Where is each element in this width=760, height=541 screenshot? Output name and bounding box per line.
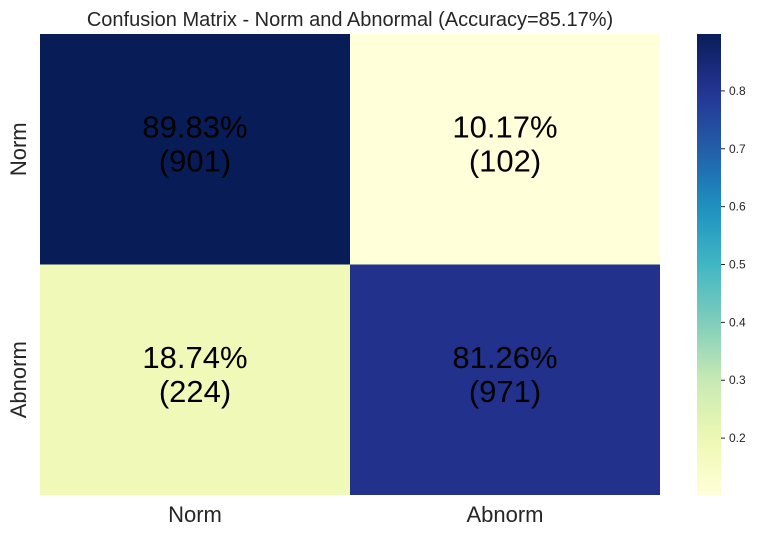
cell-annotation-0-1: 10.17% (102) bbox=[452, 109, 557, 178]
colorbar-tick-label: 0.7 bbox=[729, 142, 746, 156]
colorbar-tick-label: 0.5 bbox=[729, 258, 746, 272]
cell-annotation-0-0: 89.83% (901) bbox=[142, 109, 247, 178]
row-label-0: Norm bbox=[6, 122, 31, 176]
row-labels: Norm Abnorm bbox=[6, 122, 31, 418]
cell-annotation-1-1: 81.26% (971) bbox=[452, 340, 557, 409]
chart-title: Confusion Matrix - Norm and Abnormal (Ac… bbox=[87, 9, 613, 31]
heatmap-cell-1-0 bbox=[40, 264, 350, 495]
colorbar-tick-label: 0.4 bbox=[729, 315, 746, 329]
col-label-1: Abnorm bbox=[466, 502, 543, 527]
cell-annotations: 89.83% (901) 10.17% (102) 18.74% (224) 81.26%(… bbox=[142, 109, 557, 409]
row-label-1: Abnorm bbox=[6, 341, 31, 418]
colorbar-tick-label: 0.3 bbox=[729, 373, 746, 387]
colorbar-ticks: 0.2 0.3 0.4 0.5 0.6 0.7 0.8 bbox=[721, 84, 746, 445]
colorbar-tick-label: 0.2 bbox=[729, 431, 746, 445]
colorbar bbox=[697, 34, 721, 495]
heatmap-cell-0-0 bbox=[40, 34, 350, 265]
col-label-0: Norm bbox=[168, 502, 222, 527]
heatmap-cells bbox=[40, 34, 660, 495]
column-labels: Norm Abnorm bbox=[168, 502, 543, 527]
heatmap-cell-0-1 bbox=[350, 34, 660, 265]
colorbar-tick-label: 0.8 bbox=[729, 84, 746, 98]
colorbar-tick-label: 0.6 bbox=[729, 200, 746, 214]
heatmap-cell-1-1 bbox=[350, 264, 660, 495]
cell-annotation-1-0: 18.74% (224) bbox=[142, 340, 247, 409]
